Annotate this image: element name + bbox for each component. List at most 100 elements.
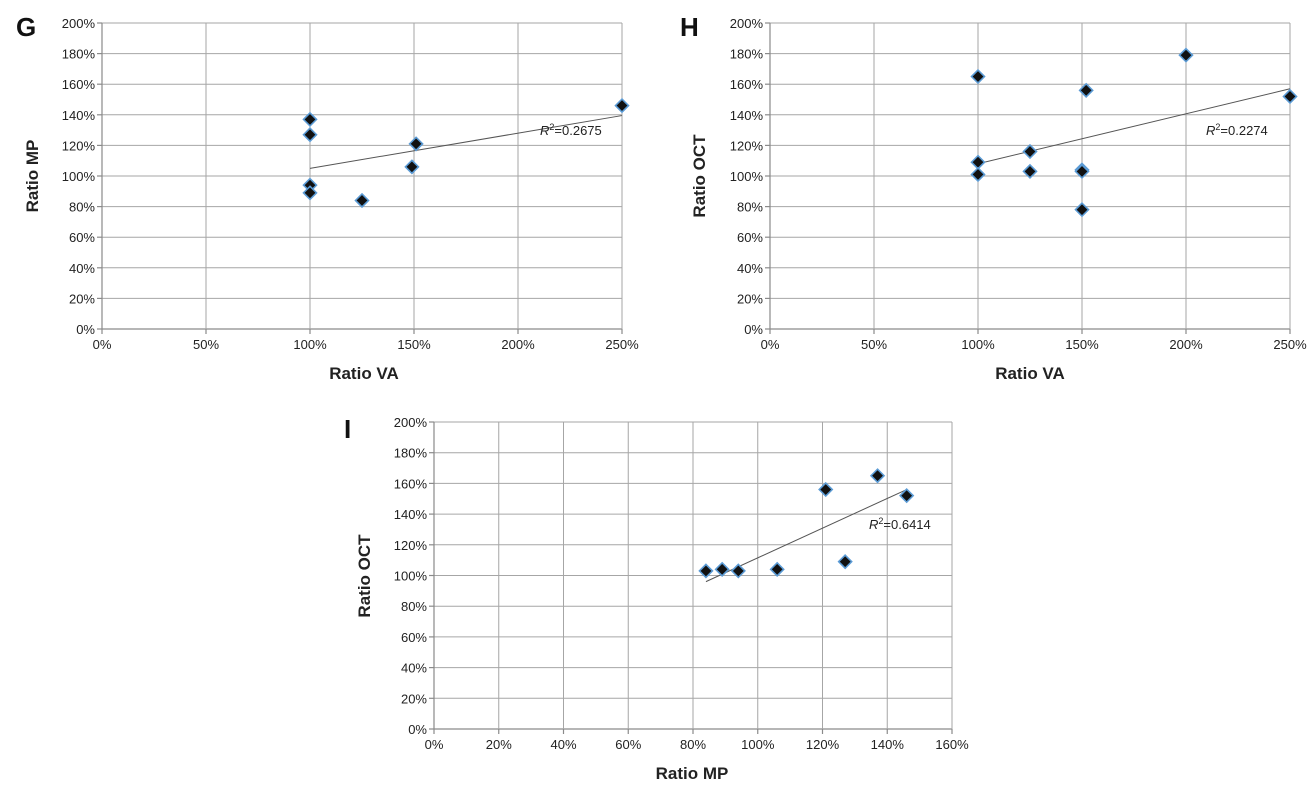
r-squared-superscript: 2: [878, 516, 883, 526]
data-point: [1078, 82, 1094, 98]
y-tick-label: 80%: [401, 599, 427, 614]
x-tick-label: 60%: [615, 737, 641, 752]
x-tick-label: 40%: [550, 737, 576, 752]
data-point: [714, 561, 730, 577]
data-point: [730, 563, 746, 579]
y-tick-label: 160%: [730, 77, 764, 92]
data-point: [302, 111, 318, 128]
y-tick-label: 140%: [730, 108, 764, 123]
data-point: [970, 166, 986, 183]
panel-letter: I: [344, 414, 351, 444]
x-tick-label: 50%: [861, 337, 887, 352]
x-axis-title: Ratio MP: [656, 764, 729, 783]
y-tick-label: 120%: [62, 138, 96, 153]
x-tick-label: 50%: [193, 337, 219, 352]
y-tick-label: 180%: [62, 47, 96, 62]
y-tick-label: 60%: [401, 630, 427, 645]
y-tick-label: 120%: [730, 138, 764, 153]
y-tick-label: 200%: [62, 16, 96, 31]
y-tick-label: 100%: [394, 569, 428, 584]
data-point: [1074, 163, 1090, 180]
data-point: [404, 159, 420, 175]
x-tick-label: 200%: [1169, 337, 1203, 352]
panel-letter: G: [16, 12, 36, 42]
data-point: [1022, 163, 1038, 180]
x-tick-label: 80%: [680, 737, 706, 752]
y-tick-label: 0%: [408, 722, 427, 737]
data-point: [970, 68, 986, 85]
r-squared-symbol: R: [869, 517, 878, 532]
y-tick-label: 60%: [69, 230, 95, 245]
panel-h: 0% 20% 40% 60% 80% 100% 120% 140% 160% 180% 200% 0%…: [680, 12, 1307, 383]
y-tick-label: 160%: [62, 77, 96, 92]
data-point: [970, 154, 986, 170]
x-tick-label: 0%: [93, 337, 112, 352]
y-axis-title: Ratio OCT: [690, 134, 709, 218]
x-tick-label: 160%: [935, 737, 969, 752]
x-tick-label: 250%: [1273, 337, 1307, 352]
data-point: [837, 554, 853, 570]
y-axis-title: Ratio MP: [23, 140, 42, 213]
r-squared-value: =0.2274: [1220, 123, 1267, 138]
r-squared-superscript: 2: [1215, 122, 1220, 132]
y-tick-label: 60%: [737, 230, 763, 245]
y-tick-label: 180%: [730, 47, 764, 62]
y-tick-label: 160%: [394, 476, 428, 491]
y-tick-label: 40%: [737, 261, 763, 276]
y-tick-label: 140%: [62, 108, 96, 123]
x-tick-label: 200%: [501, 337, 535, 352]
r-squared-label: R2=0.6414: [869, 516, 931, 532]
x-axis-title: Ratio VA: [995, 364, 1065, 383]
x-tick-label: 150%: [397, 337, 431, 352]
x-tick-label: 20%: [486, 737, 512, 752]
data-point: [869, 468, 886, 484]
data-point: [408, 136, 424, 152]
y-tick-label: 20%: [401, 691, 427, 706]
data-point: [302, 185, 318, 201]
r-squared-label: R2=0.2274: [1206, 122, 1268, 138]
data-point: [1074, 202, 1090, 218]
y-tick-label: 20%: [737, 291, 763, 306]
r-squared-superscript: 2: [549, 122, 554, 132]
y-tick-label: 0%: [744, 322, 763, 337]
y-tick-label: 200%: [394, 415, 428, 430]
x-tick-label: 120%: [806, 737, 840, 752]
data-point: [1282, 88, 1298, 105]
data-point: [769, 561, 785, 577]
y-tick-label: 80%: [737, 200, 763, 215]
y-tick-label: 140%: [394, 507, 428, 522]
data-point: [1022, 143, 1038, 160]
x-tick-label: 100%: [741, 737, 775, 752]
y-tick-label: 180%: [394, 446, 428, 461]
x-tick-label: 0%: [761, 337, 780, 352]
x-tick-label: 250%: [605, 337, 639, 352]
data-point: [698, 563, 714, 579]
data-point: [1178, 47, 1194, 63]
r-squared-symbol: R: [540, 123, 549, 138]
panel-i: 0% 20% 40% 60% 80% 100% 120% 140% 160% 180% 200% 0%…: [344, 414, 969, 783]
trendline: [309, 115, 623, 169]
y-tick-label: 80%: [69, 200, 95, 215]
r-squared-symbol: R: [1206, 123, 1215, 138]
y-axis-title: Ratio OCT: [355, 534, 374, 618]
y-tick-label: 120%: [394, 538, 428, 553]
y-tick-label: 40%: [69, 261, 95, 276]
y-tick-label: 100%: [730, 169, 764, 184]
x-tick-label: 100%: [293, 337, 327, 352]
panel-g: 0% 20% 40% 60% 80% 100% 120% 140% 160% 180% 200% 0%…: [16, 12, 639, 383]
y-tick-label: 100%: [62, 169, 96, 184]
x-tick-label: 0%: [425, 737, 444, 752]
y-tick-label: 20%: [69, 291, 95, 306]
data-point: [614, 97, 630, 114]
x-tick-label: 140%: [871, 737, 905, 752]
y-tick-label: 0%: [76, 322, 95, 337]
r-squared-value: =0.6414: [883, 517, 930, 532]
panel-letter: H: [680, 12, 699, 42]
r-squared-label: R2=0.2675: [540, 122, 602, 138]
data-point: [818, 481, 834, 498]
x-tick-label: 100%: [961, 337, 995, 352]
y-tick-label: 40%: [401, 661, 427, 676]
x-tick-label: 150%: [1065, 337, 1099, 352]
y-tick-label: 200%: [730, 16, 764, 31]
